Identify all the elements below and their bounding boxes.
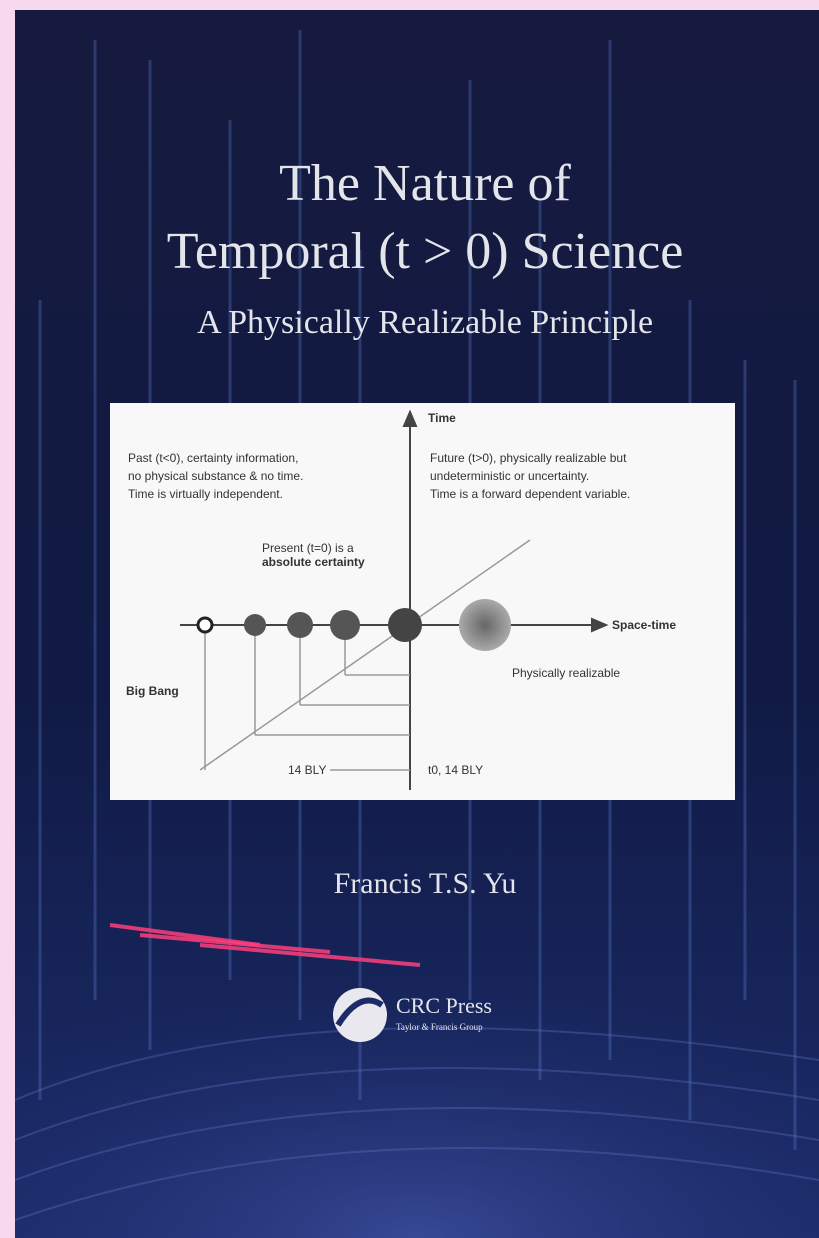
title-line: The Nature of — [279, 155, 571, 212]
publisher-tagline: Taylor & Francis Group — [396, 1022, 483, 1032]
span-label: t0, 14 BLY — [428, 763, 483, 777]
wave-glow — [15, 850, 819, 1238]
diagram-panel — [110, 403, 735, 800]
publisher-logo: CRC Press Taylor & Francis Group — [333, 988, 492, 1042]
future-text: Future (t>0), physically realizable but — [430, 451, 627, 465]
big-bang-label: Big Bang — [126, 684, 179, 698]
realizable-label: Physically realizable — [512, 666, 620, 680]
future-text: Time is a forward dependent variable. — [430, 487, 630, 501]
logo-swoosh — [335, 997, 384, 1027]
author: Francis T.S. Yu — [334, 867, 517, 900]
publisher: CRC Press — [396, 993, 492, 1018]
axis-label: Time — [428, 411, 456, 425]
diagram-lines — [199, 539, 531, 771]
present-text: Present (t=0) is a — [262, 541, 354, 555]
epoch-circles — [196, 599, 511, 651]
arrow — [591, 617, 609, 633]
past-text: Past (t<0), certainty information, — [128, 451, 298, 465]
present-text: absolute certainty — [262, 555, 365, 569]
arrow — [402, 409, 418, 427]
axis-label: Space-time — [612, 618, 676, 632]
diagram: Time Space-time Past (t<0), certainty in… — [110, 403, 735, 800]
past-text: no physical substance & no time. — [128, 469, 303, 483]
future-text: undeterministic or uncertainty. — [430, 469, 589, 483]
past-text: Time is virtually independent. — [128, 487, 283, 501]
span-label: 14 BLY — [288, 763, 326, 777]
red-streak — [109, 923, 421, 967]
title-line: Temporal (t > 0) Science — [167, 223, 684, 280]
subtitle: A Physically Realizable Principle — [197, 304, 653, 341]
logo-mark — [333, 988, 387, 1042]
